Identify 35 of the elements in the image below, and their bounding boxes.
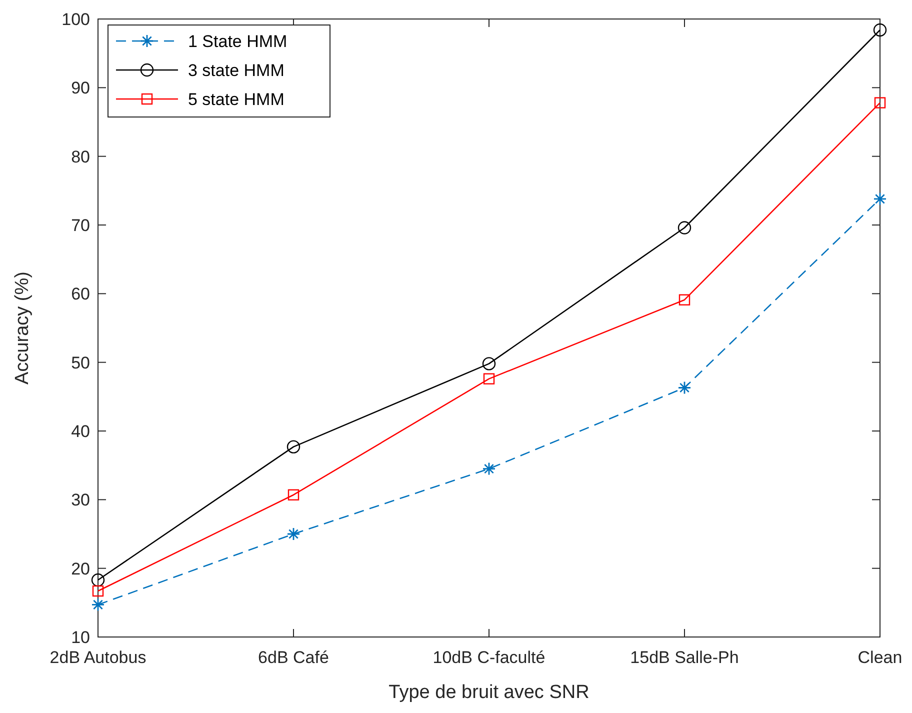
y-tick-label: 20 (71, 559, 90, 578)
point (91, 573, 105, 587)
x-tick-label: 10dB C-faculté (432, 648, 546, 667)
point (678, 381, 692, 394)
x-tick-label: Clean (858, 648, 902, 667)
point (286, 440, 300, 454)
y-tick-label: 60 (71, 284, 90, 304)
point (873, 23, 887, 37)
y-tick-label: 70 (71, 216, 90, 235)
y-tick-label: 10 (71, 628, 90, 647)
y-tick-label: 100 (62, 10, 90, 29)
point (678, 294, 690, 306)
point (91, 598, 105, 612)
point (92, 585, 104, 597)
point (678, 221, 692, 234)
point (286, 527, 300, 541)
point (483, 373, 495, 384)
x-tick-label: 2dB Autobus (50, 648, 146, 667)
legend-label: 5 state HMM (188, 90, 284, 109)
point (874, 97, 886, 108)
legend-label: 1 State HMM (188, 32, 288, 51)
y-tick-label: 50 (71, 353, 90, 372)
legend-label: 3 state HMM (188, 60, 284, 80)
point (482, 357, 496, 370)
x-tick-label: 6dB Café (258, 648, 329, 667)
x-axis-title: Type de bruit avec SNR (388, 682, 590, 703)
point (288, 489, 300, 500)
y-tick-label: 90 (71, 78, 90, 98)
x-tick-label: 15dB Salle-Ph (630, 648, 739, 667)
y-tick-label: 80 (71, 147, 90, 166)
point (873, 192, 887, 206)
y-tick-label: 40 (71, 422, 90, 441)
point (482, 462, 496, 476)
y-axis-title: Accuracy (%) (12, 272, 33, 384)
y-tick-label: 30 (71, 490, 90, 510)
